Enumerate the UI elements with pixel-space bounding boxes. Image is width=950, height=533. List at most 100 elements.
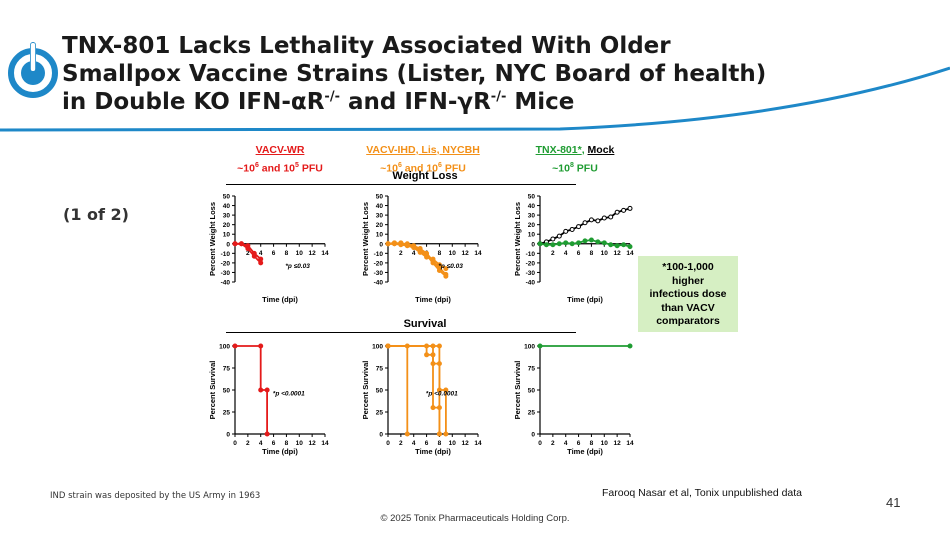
- y-tick-label: 40: [528, 203, 536, 210]
- y-tick-label: -40: [374, 280, 384, 287]
- y-tick-label: 0: [226, 241, 230, 248]
- x-tick-label: 6: [272, 250, 276, 257]
- y-tick-label: 50: [528, 194, 536, 201]
- x-tick-label: 8: [590, 440, 594, 447]
- x-tick-label: 8: [438, 440, 442, 447]
- data-point: [563, 228, 569, 234]
- x-tick-label: 14: [321, 250, 329, 257]
- data-point: [264, 431, 270, 437]
- y-tick-label: 100: [219, 344, 230, 351]
- y-tick-label: 100: [524, 344, 535, 351]
- x-tick-label: 4: [259, 250, 263, 257]
- x-tick-label: 2: [246, 440, 250, 447]
- data-point: [601, 215, 607, 221]
- header-swoosh: [0, 66, 950, 132]
- data-point: [264, 387, 270, 393]
- slide-title: TNX-801 Lacks Lethality Associated With …: [62, 33, 767, 115]
- data-point: [627, 205, 633, 211]
- divider: [226, 184, 576, 185]
- data-point: [614, 209, 620, 215]
- data-point: [550, 236, 556, 242]
- y-tick-label: -10: [526, 251, 536, 258]
- data-point: [258, 260, 264, 266]
- y-tick-label: 75: [223, 366, 231, 373]
- y-tick-label: 10: [376, 232, 384, 239]
- x-tick-label: 14: [474, 250, 482, 257]
- y-axis-label: Percent Survival: [361, 361, 370, 420]
- chart-weight-tnx801: 50 40 30 20 10 0 -10 -20 -30 -40 2 4 6 8 10 12 14 Time (d…: [513, 194, 634, 305]
- data-point: [436, 262, 442, 268]
- y-axis-label: Percent Survival: [513, 361, 522, 420]
- data-point: [582, 238, 588, 244]
- y-tick-label: 50: [223, 194, 231, 201]
- data-point: [576, 224, 582, 230]
- weight-loss-heading: Weight Loss: [392, 170, 458, 182]
- x-tick-label: 4: [412, 440, 416, 447]
- data-point: [621, 242, 627, 248]
- x-tick-label: 12: [614, 440, 622, 447]
- x-tick-label: 10: [601, 440, 609, 447]
- data-point: [436, 343, 442, 349]
- series-line-1: [388, 241, 447, 277]
- x-tick-label: 8: [590, 250, 594, 257]
- data-point: [543, 242, 549, 248]
- data-point: [232, 343, 238, 349]
- x-tick-label: 10: [296, 250, 304, 257]
- data-point: [550, 242, 556, 248]
- p-value-annotation: *p ≤0.03: [285, 263, 310, 270]
- x-tick-label: 4: [564, 440, 568, 447]
- x-tick-label: 4: [259, 440, 263, 447]
- data-point: [251, 253, 257, 259]
- x-tick-label: 12: [309, 440, 317, 447]
- data-point: [627, 244, 633, 250]
- x-tick-label: 6: [577, 250, 581, 257]
- data-point: [245, 246, 251, 252]
- y-tick-label: 40: [223, 203, 231, 210]
- y-tick-label: 10: [223, 232, 231, 239]
- page-number: 41: [886, 495, 901, 510]
- data-point: [430, 405, 436, 411]
- x-tick-label: 8: [438, 250, 442, 257]
- data-point: [424, 254, 430, 260]
- data-point: [424, 352, 430, 358]
- group-header-vacv-ihd: VACV-IHD, Lis, NYCBH ~106 and 106 PFU: [366, 144, 480, 175]
- group-header-tnx801: TNX-801*, Mock ~108 PFU: [535, 144, 615, 175]
- y-tick-label: 20: [528, 222, 536, 229]
- x-tick-label: 10: [296, 440, 304, 447]
- x-tick-label: 10: [449, 250, 457, 257]
- y-tick-label: -10: [221, 251, 231, 258]
- y-tick-label: 75: [528, 366, 536, 373]
- y-tick-label: 0: [379, 241, 383, 248]
- data-point: [238, 241, 244, 247]
- y-tick-label: 50: [528, 388, 536, 395]
- data-point: [569, 226, 575, 232]
- y-tick-label: 20: [376, 222, 384, 229]
- data-point: [556, 233, 562, 239]
- p-value-annotation: *p ≤0.03: [438, 263, 463, 270]
- y-tick-label: 0: [379, 432, 383, 439]
- data-point: [588, 237, 594, 243]
- data-point: [443, 266, 449, 272]
- x-tick-label: 4: [412, 250, 416, 257]
- x-axis-label: Time (dpi): [567, 295, 603, 304]
- x-tick-label: 2: [551, 440, 555, 447]
- x-tick-label: 12: [462, 250, 470, 257]
- tonix-logo-icon: [8, 42, 58, 98]
- data-point: [443, 431, 449, 437]
- p-value-annotation: *p <0.0001: [426, 390, 458, 397]
- data-point: [258, 343, 264, 349]
- data-point: [258, 387, 264, 393]
- chart-survival-vacv-ihd: 0 25 50 75 100 0 2 4 6 8 10 12 14 Time (dpi) Percent S…: [361, 343, 482, 456]
- data-point: [582, 220, 588, 226]
- group-header-vacv-wr: VACV-WR ~106 and 105 PFU: [237, 144, 323, 175]
- survival-heading: Survival: [403, 318, 447, 330]
- y-tick-label: -20: [374, 260, 384, 267]
- x-axis-label: Time (dpi): [567, 447, 603, 456]
- data-point: [398, 242, 404, 248]
- y-axis-label: Percent Weight Loss: [361, 202, 370, 276]
- data-point: [430, 361, 436, 367]
- x-tick-label: 0: [538, 440, 542, 447]
- y-tick-label: -40: [221, 280, 231, 287]
